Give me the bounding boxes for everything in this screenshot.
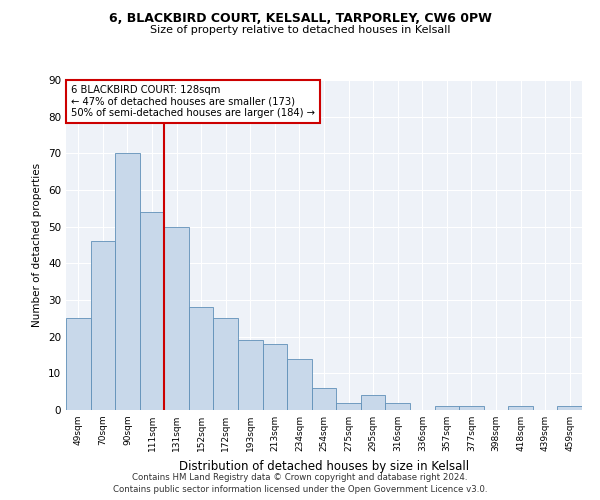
- Text: Size of property relative to detached houses in Kelsall: Size of property relative to detached ho…: [150, 25, 450, 35]
- Bar: [385, 402, 410, 410]
- Text: Contains HM Land Registry data © Crown copyright and database right 2024.: Contains HM Land Registry data © Crown c…: [132, 472, 468, 482]
- Bar: [263, 344, 287, 410]
- Y-axis label: Number of detached properties: Number of detached properties: [32, 163, 43, 327]
- Bar: [164, 226, 189, 410]
- Bar: [66, 318, 91, 410]
- Text: 6 BLACKBIRD COURT: 128sqm
← 47% of detached houses are smaller (173)
50% of semi: 6 BLACKBIRD COURT: 128sqm ← 47% of detac…: [71, 85, 315, 118]
- Bar: [238, 340, 263, 410]
- Bar: [434, 406, 459, 410]
- Bar: [336, 402, 361, 410]
- Text: 6, BLACKBIRD COURT, KELSALL, TARPORLEY, CW6 0PW: 6, BLACKBIRD COURT, KELSALL, TARPORLEY, …: [109, 12, 491, 26]
- Bar: [140, 212, 164, 410]
- Bar: [214, 318, 238, 410]
- Bar: [287, 358, 312, 410]
- Bar: [557, 406, 582, 410]
- Bar: [508, 406, 533, 410]
- Bar: [189, 308, 214, 410]
- Bar: [361, 396, 385, 410]
- Text: Contains public sector information licensed under the Open Government Licence v3: Contains public sector information licen…: [113, 485, 487, 494]
- Bar: [459, 406, 484, 410]
- X-axis label: Distribution of detached houses by size in Kelsall: Distribution of detached houses by size …: [179, 460, 469, 472]
- Bar: [312, 388, 336, 410]
- Bar: [91, 242, 115, 410]
- Bar: [115, 154, 140, 410]
